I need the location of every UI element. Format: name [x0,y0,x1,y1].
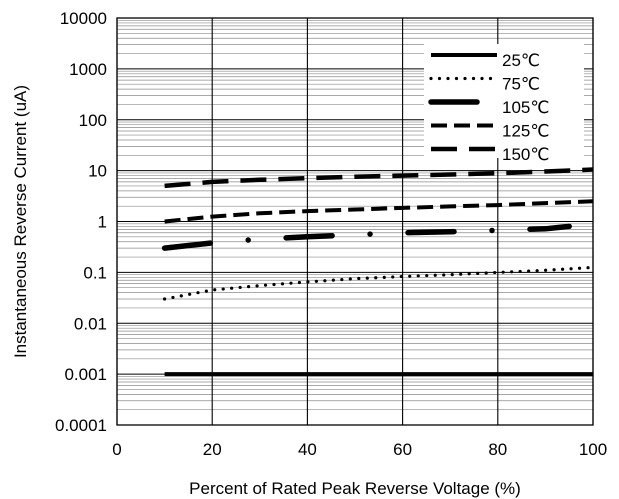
x-tick-label: 60 [393,440,412,459]
x-tick-label: 100 [579,440,607,459]
plot-frame [116,17,594,426]
y-tick-label: 1000 [69,60,107,79]
legend-label: 125℃ [502,122,549,141]
series-line [164,199,594,224]
y-tick-labels: 0.0001 0.001 0.01 0.1 1 10 100 1000 10000 [55,9,107,435]
y-tick-label: 0.1 [83,263,107,282]
x-tick-label: 80 [488,440,507,459]
x-tick-label: 0 [112,440,121,459]
y-tick-label: 0.01 [74,314,107,333]
y-axis-title: Instantaneous Reverse Current (uA) [11,85,30,358]
y-tick-label: 100 [79,111,107,130]
series-line [164,167,594,189]
series-layer [161,167,595,377]
x-tick-label: 40 [298,440,317,459]
legend-label: 25℃ [502,51,540,70]
legend-label: 150℃ [502,145,549,164]
y-tick-label: 10000 [60,9,107,28]
series-line [163,265,595,301]
x-tick-labels: 0 20 40 60 80 100 [112,440,607,459]
legend-label: 105℃ [502,98,549,117]
y-tick-label: 0.0001 [55,416,107,435]
y-tick-label: 0.001 [64,365,107,384]
y-tick-label: 10 [88,162,107,181]
legend: 25℃ 75℃ 105℃ 125℃ 150℃ [424,44,584,164]
legend-label: 75℃ [502,75,540,94]
x-axis-title: Percent of Rated Peak Reverse Voltage (%… [189,479,521,498]
x-tick-label: 20 [203,440,222,459]
y-tick-label: 1 [98,213,107,232]
